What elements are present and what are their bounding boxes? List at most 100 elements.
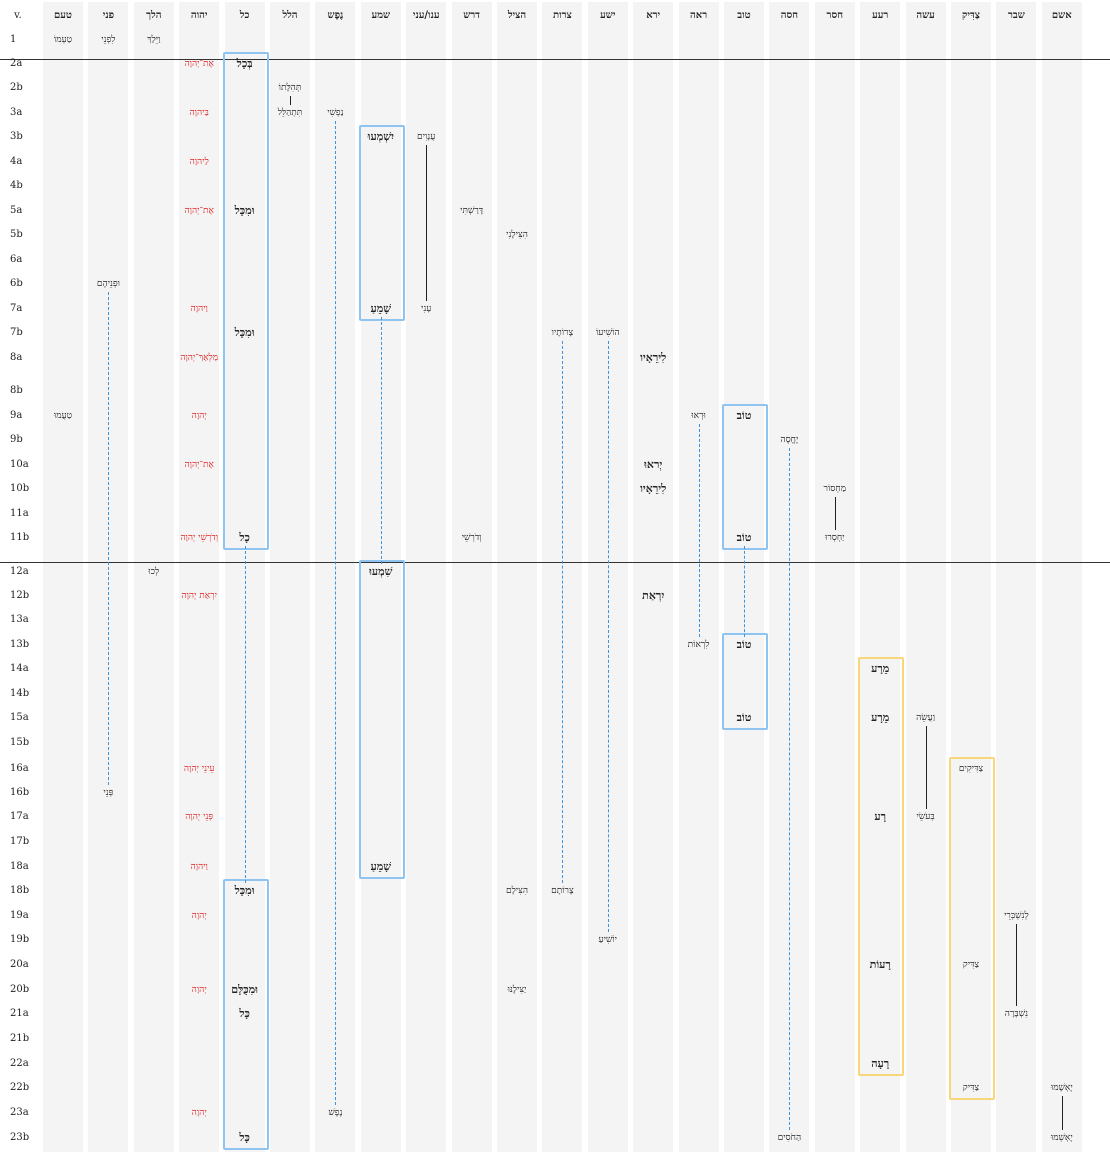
- highlight-box-tov: [722, 633, 768, 730]
- section-divider: [0, 59, 1110, 60]
- column-stripe-natsal: [497, 2, 537, 1152]
- verse-label: 15a: [10, 712, 29, 723]
- cell-natsal: הִצִּילָם: [505, 886, 529, 896]
- cell-anaw: עָנִי: [420, 304, 432, 314]
- cell-yhwh: אֶת־יְהוָה: [184, 59, 214, 69]
- cell-ra: מֵרָע: [871, 711, 890, 724]
- cell-shama: שָׁמֵעַ: [370, 860, 392, 873]
- cell-kol: וּמִכֻּלָּם: [231, 983, 258, 996]
- verse-label: 9a: [10, 410, 23, 421]
- cell-kol: כָּל: [239, 1007, 250, 1020]
- connector-dashed-raah: [698, 424, 700, 637]
- connector-dashed-yasha: [607, 341, 609, 932]
- cell-haser: מַחְסוֹר: [823, 484, 847, 494]
- header-tsaddiq: צַדִּיק: [961, 10, 981, 21]
- highlight-box-tov: [722, 404, 768, 550]
- column-stripe-darash: [451, 2, 492, 1152]
- cell-tsaddiq: צַדִּיק: [962, 1083, 980, 1093]
- cell-halak: וַיֵּלַךְ: [147, 35, 161, 45]
- verse-label: 9b: [10, 434, 23, 445]
- cell-hasah: יֶחֱסֶה: [780, 435, 799, 445]
- connector-solid-shabar: [1016, 924, 1018, 1006]
- cell-yhwh: יְהוָה: [191, 985, 207, 995]
- cell-kol: כָל: [239, 531, 250, 544]
- connector-dashed-shama: [380, 317, 382, 564]
- column-stripe-tsaddiq: [951, 2, 991, 1152]
- highlight-box-ra: [858, 657, 905, 1076]
- verse-label: 22b: [10, 1082, 30, 1093]
- cell-raah: וּרְאוּ: [691, 411, 706, 421]
- header-shabar: שבר: [1007, 10, 1025, 21]
- cell-yhwh: עֵינֵי יְהוָה: [183, 764, 215, 774]
- header-anaw: ענו/עני: [412, 10, 440, 21]
- verse-label: 18b: [10, 885, 30, 896]
- cell-halal: תִּתְהַלֵּל: [277, 108, 303, 118]
- cell-haser: יַחְסְרוּ: [825, 533, 845, 543]
- cell-kol: כָּל: [239, 1131, 250, 1144]
- highlight-box-shama: [358, 560, 405, 879]
- header-taam: טעם: [54, 10, 72, 21]
- verse-label: 4a: [10, 156, 23, 167]
- cell-tsaddiq: צַדִּיק: [962, 960, 980, 970]
- header-ra: רעע: [872, 10, 889, 21]
- cell-yhwh: יְהוָה: [191, 1108, 207, 1118]
- cell-tsarot: צָרוֹתָם: [551, 886, 574, 896]
- cell-ra: רָעוֹת: [869, 958, 891, 971]
- cell-yhwh: וַיהוָה: [190, 862, 208, 872]
- verse-label: 10a: [10, 459, 29, 470]
- cell-hasah: הַחֹסִים: [777, 1133, 802, 1143]
- cell-yhwh: בַּיהוָה: [189, 108, 209, 118]
- cell-yhwh: יְהוָה: [191, 911, 207, 921]
- verse-label: 8a: [10, 352, 23, 363]
- verse-label: 20a: [10, 959, 29, 970]
- cell-anaw: עֲנָוִים: [417, 132, 436, 142]
- cell-yhwh: וְדֹרְשֵׁי יְהוָה: [180, 533, 219, 543]
- verse-label: 19b: [10, 934, 30, 945]
- cell-tov: טוֹב: [736, 409, 752, 422]
- header-darash: דרש: [463, 10, 480, 21]
- cell-yasha: יוֹשִׁיעַ: [598, 935, 618, 945]
- header-raah: ראה: [690, 10, 708, 21]
- cell-yare: יִרְאַת: [642, 589, 665, 602]
- column-stripe-shama: [360, 2, 401, 1152]
- cell-yare: לִירֵאָיו: [640, 351, 667, 364]
- verse-label: 2a: [10, 58, 23, 69]
- header-panim: פני: [102, 10, 115, 21]
- cell-halak: לְכוּ: [148, 567, 160, 577]
- verse-label: 13b: [10, 639, 30, 650]
- connector-dashed-tov: [744, 546, 745, 637]
- cell-asah: וַעֲשֵׂה: [916, 713, 936, 723]
- header-halal: הלל: [282, 10, 298, 21]
- cell-kol: בְּכָל: [236, 57, 253, 70]
- verse-label: 19a: [10, 910, 29, 921]
- verse-label: 4b: [10, 180, 23, 191]
- connector-dashed-panim: [108, 292, 110, 785]
- verse-label: 21b: [10, 1033, 30, 1044]
- verse-label: 7b: [10, 327, 23, 338]
- verse-label: 21a: [10, 1008, 29, 1019]
- cell-taam: טַעְמוֹ: [53, 35, 73, 45]
- cell-raah: לִרְאוֹת: [687, 640, 710, 650]
- section-divider: [0, 562, 1110, 563]
- cell-halal: תְּהִלָּתוֹ: [278, 83, 302, 93]
- cell-shabar: לְנִשְׁבְּרֵי: [1004, 911, 1029, 921]
- cell-tov: טוֹב: [736, 711, 752, 724]
- cell-yhwh: יִרְאַת יְהוָה: [181, 591, 217, 601]
- verse-label: 17a: [10, 811, 29, 822]
- cell-darash: וְדֹרְשֵׁי: [461, 533, 482, 543]
- cell-yasha: הוֹשִׁיעוֹ: [595, 328, 620, 338]
- header-hasah: חסה: [780, 10, 799, 21]
- cell-yhwh: אֶת־יְהוָה: [184, 206, 214, 216]
- verse-label: 7a: [10, 303, 23, 314]
- verse-label: 16a: [10, 763, 29, 774]
- connector-solid-anaw: [426, 145, 428, 301]
- verse-label: 11b: [10, 532, 30, 543]
- cell-kol: וּמִכָּל: [234, 204, 255, 217]
- verse-label: 17b: [10, 836, 30, 847]
- connector-solid-halal: [290, 96, 291, 105]
- cell-nefesh: נַפְשִׁי: [327, 108, 344, 118]
- column-stripe-halal: [270, 2, 310, 1152]
- verse-label: 1: [10, 34, 17, 45]
- column-stripe-asah: [905, 2, 946, 1152]
